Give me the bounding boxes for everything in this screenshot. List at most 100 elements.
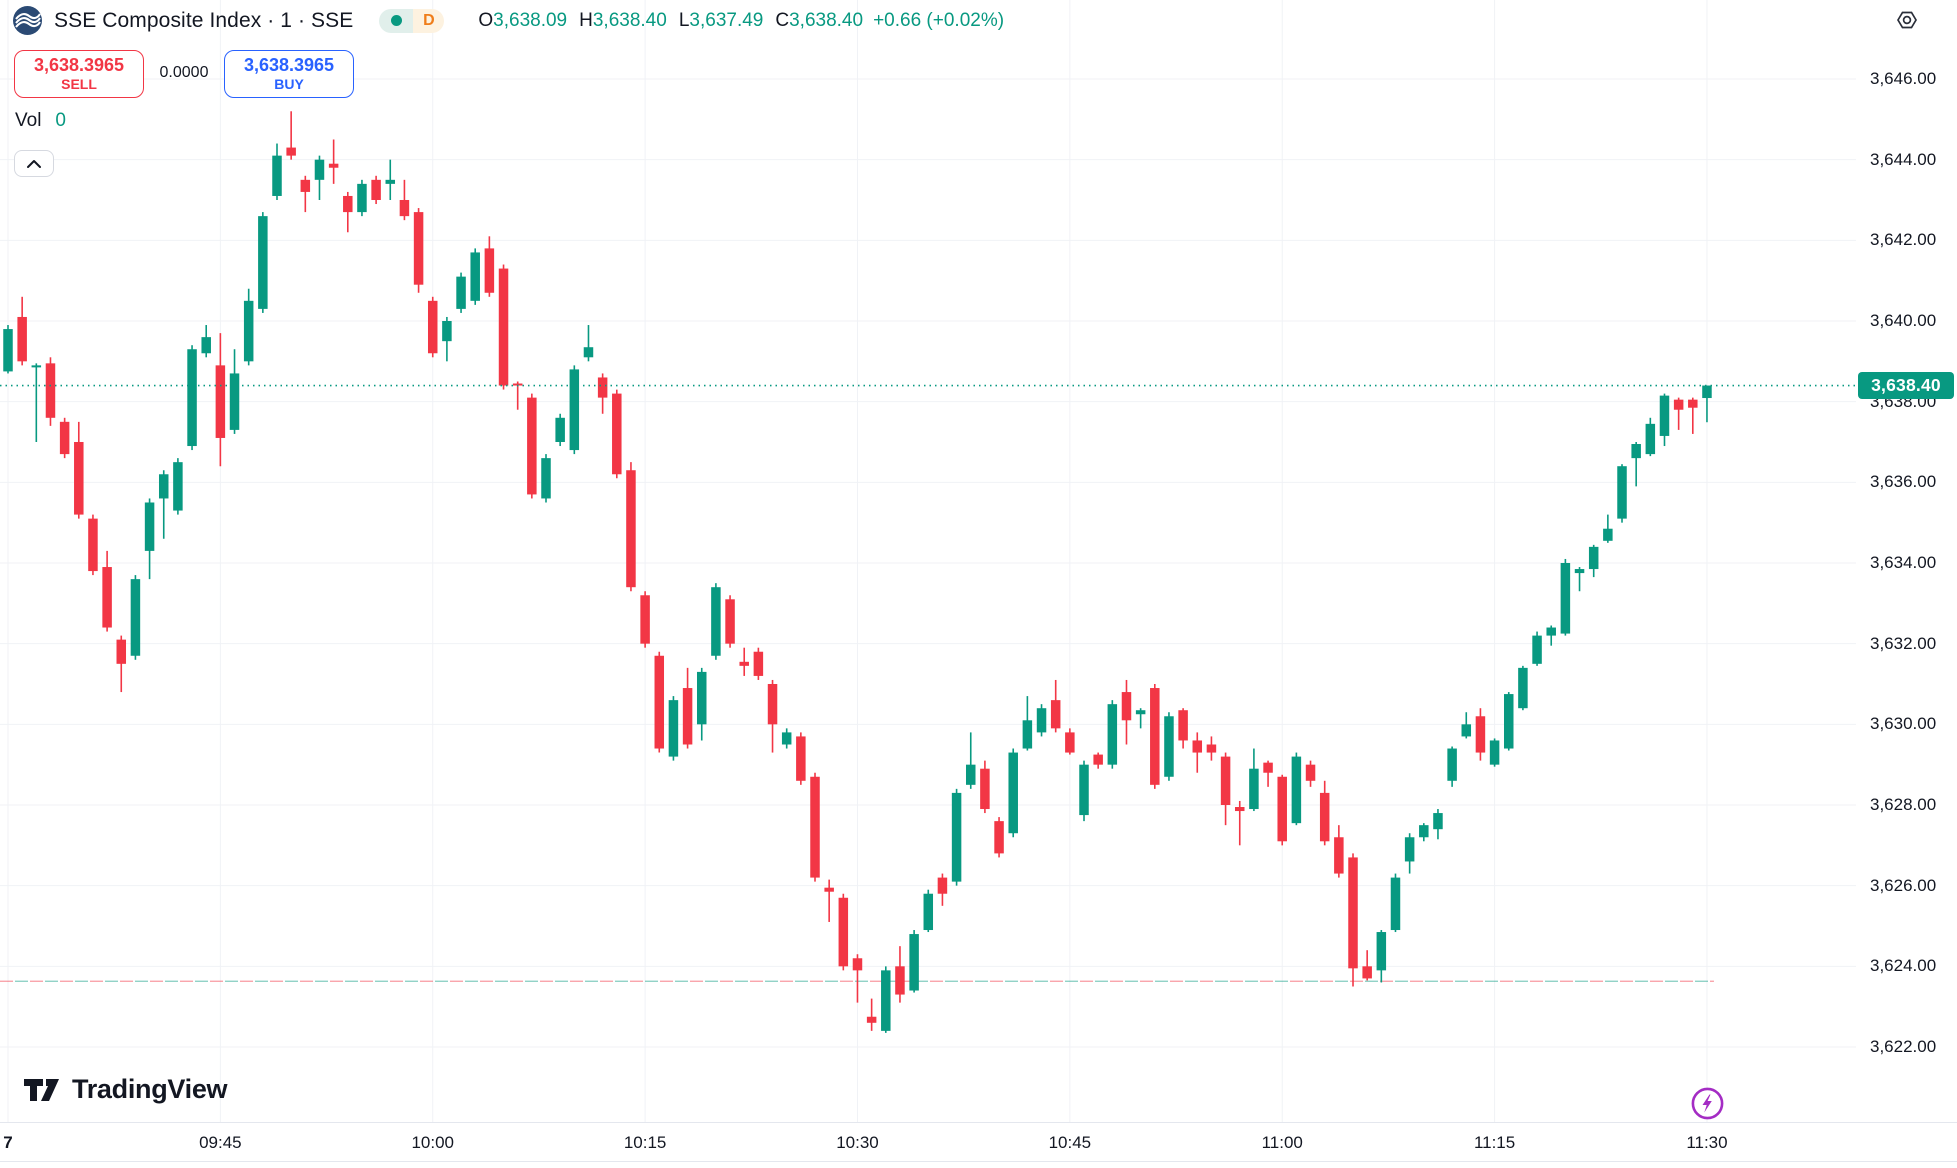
candle [1546,625,1556,646]
candle [527,393,537,499]
candle [3,325,13,374]
last-price-badge: 3,638.40 [1858,372,1954,400]
candle [1631,441,1641,487]
candle [852,954,863,1003]
candle [1518,665,1528,711]
candle-body [980,768,990,810]
candle-body [597,377,608,398]
candle-body [937,877,948,894]
candle [696,667,707,741]
candle [1376,930,1387,983]
tradingview-logo[interactable]: TradingView [22,1074,228,1105]
candle [597,373,608,414]
candle-body [569,369,580,451]
candle [385,159,396,200]
candle-body [1659,395,1670,436]
sell-button[interactable]: 3,638.3965 SELL [14,50,144,98]
price-tick-label: 3,624.00 [1870,956,1937,976]
chevron-up-icon [27,159,41,168]
candle-body [654,655,665,749]
open-label: O [478,9,494,31]
candle-body [696,671,707,725]
candle-body [1206,744,1217,753]
candle [173,458,183,515]
price-tick-label: 3,646.00 [1870,69,1937,88]
boost-lightning-icon[interactable] [1690,1086,1725,1121]
candle-body [1121,692,1132,721]
close-value: 3,638.40 [789,9,864,31]
candle-body [1489,740,1500,765]
candle [343,191,353,233]
candle-body [59,421,70,455]
candle-body [1560,562,1571,634]
candle-body [512,383,523,386]
candle-body [484,248,495,293]
trade-panel: 3,638.3965 SELL 0.0000 3,638.3965 BUY [14,50,354,98]
candle-body [427,300,438,354]
price-tick-label: 3,632.00 [1870,633,1937,653]
candle-body [1093,754,1103,765]
candle [1560,558,1571,636]
candle [1645,417,1656,457]
candle-body [187,349,197,447]
candle [158,470,169,539]
candle [1673,397,1684,430]
candle-body [796,736,806,781]
candle-body [1348,857,1358,969]
candle [1277,774,1287,846]
candle-body [541,458,551,499]
candle-body [1150,688,1160,785]
candle-body [852,958,863,971]
candle-body [612,393,622,475]
candle-body [498,268,509,386]
candle-body [1036,708,1047,733]
candle-body [1376,932,1387,971]
price-scale[interactable]: 3,646.00 3,644.00 3,642.00 3,640.00 3,638.00… [1856,0,1957,1122]
candle [17,296,27,366]
candle [1234,800,1245,846]
candle-body [781,732,792,745]
scale-settings-icon[interactable] [1894,8,1920,32]
candle-body [951,792,962,882]
candlestick-chart[interactable] [0,0,1856,1122]
candle-body [1447,748,1457,781]
candle [711,583,721,660]
candle [286,111,296,160]
candle [541,454,551,503]
buy-button[interactable]: 3,638.3965 BUY [224,50,354,98]
candle-body [102,567,112,628]
delayed-data-badge[interactable]: D [413,8,445,33]
candle-body [583,347,594,358]
candle-body [144,502,155,551]
tradingview-mark-icon [24,1078,59,1101]
candle-body [243,300,254,362]
collapse-indicators-button[interactable] [14,150,54,177]
candle-body [343,195,353,213]
candle [1178,708,1188,749]
low-value: 3,637.49 [689,9,764,31]
candle [640,591,650,648]
symbol-title[interactable]: SSE Composite Index · 1 · SSE [54,8,354,32]
candle [668,696,679,761]
candle [824,879,834,922]
price-tick-label: 3,634.00 [1870,552,1937,572]
candle-body [1305,764,1316,781]
candle-body [810,776,820,878]
close-label: C [775,9,790,31]
candle-body [1702,385,1712,399]
candle [626,462,636,592]
candle [144,498,155,580]
candle [130,575,141,660]
candle-body [1319,792,1330,842]
candle [1390,873,1401,933]
candle-body [1135,710,1146,715]
candle-body [1107,704,1118,765]
candle [1447,746,1457,787]
market-status-pill: D [379,8,445,33]
time-scale[interactable]: 7 09:45 10:00 10:15 10:30 10:45 11:00 11:15 11:3… [0,1122,1957,1162]
candle [1574,567,1585,592]
candle-body [923,893,934,931]
candle [1050,679,1061,733]
candle-body [1503,694,1514,749]
